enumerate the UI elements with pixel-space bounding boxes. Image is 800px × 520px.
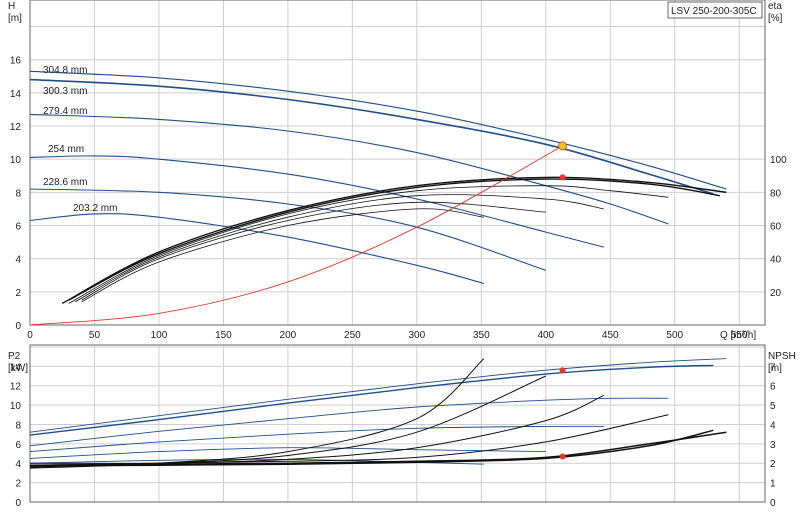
y-right-tick-bottom: 0 bbox=[770, 498, 776, 509]
curve-label-203-2: 203.2 mm bbox=[73, 203, 117, 214]
y-right-tick-bottom: 2 bbox=[770, 459, 776, 470]
y-right-label-bottom-line1: NPSH bbox=[768, 351, 796, 362]
y-right-tick-top: 20 bbox=[770, 288, 782, 299]
axis-ticks: 0 50 100 150 200 250 300 350 400 450 500 5500246810… bbox=[10, 56, 787, 509]
y-left-tick-top: 0 bbox=[15, 321, 21, 332]
title-box bbox=[667, 1, 763, 19]
y-left-tick-bottom: 14 bbox=[10, 362, 22, 373]
y-left-tick-bottom: 6 bbox=[15, 440, 21, 451]
x-tick-label: 100 bbox=[151, 330, 168, 341]
x-axis-label: Q [m³/h] bbox=[720, 330, 756, 341]
y-right-tick-bottom: 4 bbox=[770, 420, 776, 431]
y-right-tick-top: 60 bbox=[770, 222, 782, 233]
x-tick-label: 450 bbox=[602, 330, 619, 341]
head-curve bbox=[29, 113, 669, 225]
y-left-tick-bottom: 12 bbox=[10, 382, 22, 393]
y-right-tick-bottom: 5 bbox=[770, 401, 776, 412]
x-tick-label: 200 bbox=[280, 330, 297, 341]
curve-label-300-3: 300.3 mm bbox=[43, 86, 87, 97]
curve-label-254: 254 mm bbox=[48, 144, 84, 155]
efficiency-curve bbox=[68, 185, 669, 304]
efficiency-curve bbox=[61, 176, 727, 305]
y-left-tick-top: 2 bbox=[15, 288, 21, 299]
y-left-tick-top: 12 bbox=[10, 122, 22, 133]
head-curve bbox=[29, 78, 714, 195]
x-tick-label: 50 bbox=[89, 330, 101, 341]
head-curve bbox=[29, 155, 604, 248]
y-right-tick-bottom: 3 bbox=[770, 440, 776, 451]
head-curve bbox=[29, 188, 546, 271]
top-curves bbox=[29, 70, 727, 326]
x-tick-label: 300 bbox=[408, 330, 425, 341]
curve-label-228-6: 228.6 mm bbox=[43, 177, 87, 188]
x-tick-label: 150 bbox=[215, 330, 232, 341]
power-curve bbox=[29, 364, 714, 436]
y-right-label-bottom-line2: [m] bbox=[768, 363, 782, 374]
y-left-tick-bottom: 8 bbox=[15, 420, 21, 431]
top-plot-frame bbox=[29, 0, 766, 326]
x-tick-label: 0 bbox=[27, 330, 33, 341]
y-left-tick-bottom: 4 bbox=[15, 459, 21, 470]
y-left-tick-top: 4 bbox=[15, 255, 21, 266]
y-left-tick-top: 6 bbox=[15, 222, 21, 233]
duty-point-head bbox=[558, 141, 568, 151]
x-tick-label: 250 bbox=[344, 330, 361, 341]
y-right-tick-top: 100 bbox=[770, 155, 787, 166]
y-right-label-top-line1: eta bbox=[768, 1, 782, 12]
top-grid bbox=[30, 0, 765, 325]
chart-title: LSV 250-200-305C bbox=[671, 6, 757, 17]
x-tick-label: 400 bbox=[537, 330, 554, 341]
npsh-curve bbox=[29, 394, 604, 466]
y-left-label-bottom-line1: P2 bbox=[8, 351, 21, 362]
npsh-curve bbox=[29, 429, 714, 467]
efficiency-curve bbox=[81, 208, 484, 303]
duty-point-npsh bbox=[559, 453, 566, 460]
y-left-tick-bottom: 0 bbox=[15, 498, 21, 509]
head-curve bbox=[29, 70, 727, 190]
y-left-tick-top: 8 bbox=[15, 188, 21, 199]
y-right-tick-top: 40 bbox=[770, 255, 782, 266]
y-right-tick-bottom: 6 bbox=[770, 382, 776, 393]
bottom-grid bbox=[30, 345, 765, 502]
bottom-curves bbox=[29, 358, 727, 469]
y-right-tick-top: 80 bbox=[770, 188, 782, 199]
y-right-label-top-line2: [%] bbox=[768, 13, 783, 24]
y-right-tick-bottom: 1 bbox=[770, 479, 776, 490]
y-left-tick-bottom: 10 bbox=[10, 401, 22, 412]
duty-point-efficiency bbox=[559, 174, 566, 181]
y-left-tick-bottom: 2 bbox=[15, 479, 21, 490]
power-curve bbox=[29, 447, 546, 459]
curve-label-304-8: 304.8 mm bbox=[43, 65, 87, 76]
y-left-tick-top: 16 bbox=[10, 56, 22, 67]
power-curve bbox=[29, 358, 727, 433]
efficiency-curve bbox=[68, 178, 721, 301]
power-curve bbox=[29, 425, 604, 453]
curve-label-279-4: 279.4 mm bbox=[43, 106, 87, 117]
npsh-curve bbox=[29, 414, 669, 464]
bottom-plot-frame bbox=[29, 344, 766, 503]
y-left-label-top-line1: H bbox=[8, 1, 15, 12]
head-curve bbox=[29, 213, 485, 285]
efficiency-curve bbox=[74, 194, 604, 303]
x-tick-label: 350 bbox=[473, 330, 490, 341]
x-tick-label: 500 bbox=[666, 330, 683, 341]
npsh-curve bbox=[29, 431, 727, 466]
y-left-tick-top: 10 bbox=[10, 155, 22, 166]
y-left-tick-top: 14 bbox=[10, 89, 22, 100]
system-curve bbox=[29, 145, 563, 326]
duty-point-power bbox=[559, 367, 566, 374]
y-right-tick-bottom: 7 bbox=[770, 362, 776, 373]
npsh-curve bbox=[29, 358, 485, 469]
y-left-label-top-line2: [m] bbox=[8, 13, 22, 24]
x-tick-label: 550 bbox=[731, 330, 748, 341]
efficiency-curve bbox=[81, 201, 546, 301]
y-left-label-bottom-line2: [kW] bbox=[8, 363, 28, 374]
